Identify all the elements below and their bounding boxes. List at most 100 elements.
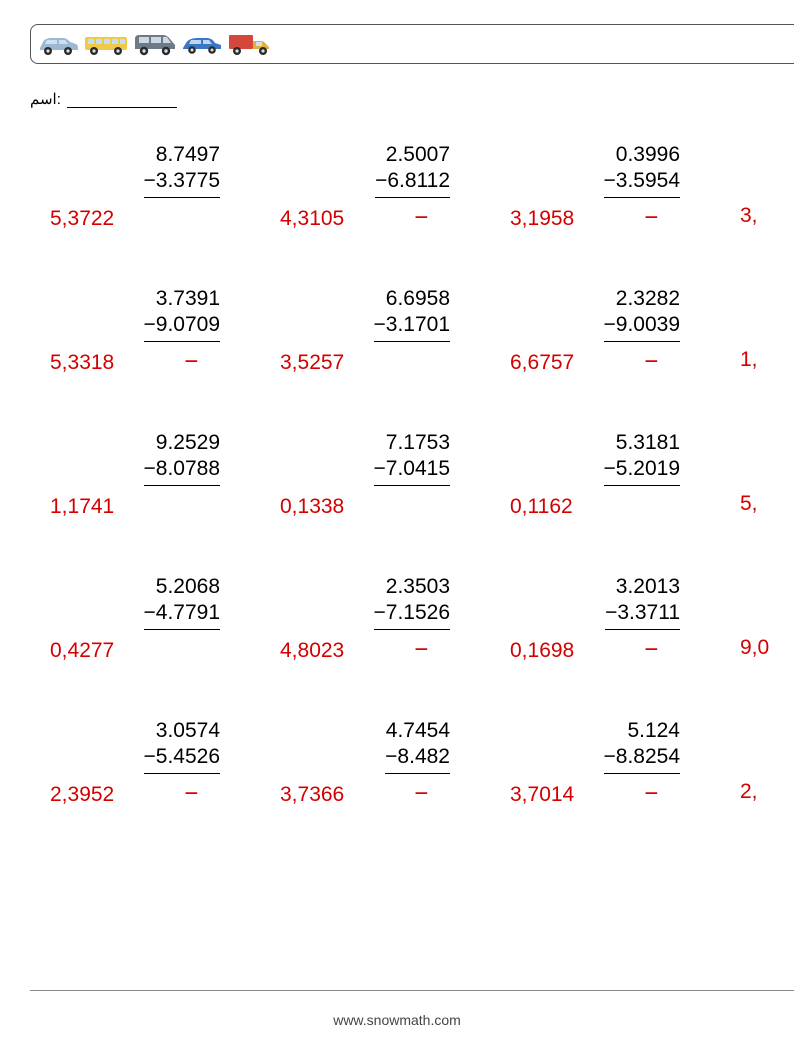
problem-rule (385, 773, 450, 774)
answer: 3, (740, 204, 758, 228)
problem-rule (144, 773, 221, 774)
answer: 0,1338− (280, 492, 428, 520)
subtrahend: −9.0709 (144, 312, 221, 338)
problem-stack: 5.2068−4.7791 (144, 574, 221, 630)
subtrahend: −8.0788 (144, 456, 221, 482)
subtrahend: −5.4526 (144, 744, 221, 770)
problem-rule (374, 485, 451, 486)
minuend: 2.5007 (375, 142, 450, 168)
subtraction-problem: 0.3996−3.5954 3,1958− (510, 142, 740, 252)
footer-divider (30, 990, 794, 991)
answer-magnitude: 3,7014 (510, 783, 574, 807)
answer: 1, (740, 348, 758, 372)
van-icon (133, 31, 177, 57)
problems-grid: 8.7497−3.3775 5,3722 − 2.5007−6.8112 4,3105 −… (50, 142, 794, 828)
subtrahend: −3.5954 (604, 168, 681, 194)
problem-rule (144, 485, 221, 486)
answer-magnitude: 9,0 (740, 636, 769, 660)
answer-negative-sign: − (184, 780, 198, 808)
subtraction-problem: 3.7391−9.0709 5,3318− (50, 286, 280, 396)
answer-magnitude: 2,3952 (50, 783, 114, 807)
worksheet-page: اسم: 8.7497−3.3775 5,3722 − 2.5007−6.8112 4,… (0, 0, 794, 1053)
answer-negative-sign: − (184, 348, 198, 376)
answer-negative-sign: − (644, 780, 658, 808)
minuend: 6.6958 (374, 286, 451, 312)
subtrahend: −3.1701 (374, 312, 451, 338)
problem-stack: 2.5007−6.8112 (375, 142, 450, 198)
answer: 5,3318− (50, 348, 198, 376)
problem-rule (374, 629, 451, 630)
answer-magnitude: 3,5257 (280, 351, 344, 375)
answer-negative-sign: − (644, 348, 658, 376)
subtraction-problem: 5.2068−4.7791 0,4277− (50, 574, 280, 684)
answer: 5, (740, 492, 758, 516)
answer-negative-sign: − (644, 636, 658, 664)
problem-rule (604, 341, 681, 342)
subtraction-problem: 5.124−8.8254 3,7014 − (510, 718, 740, 828)
problem-stack: 9.2529−8.0788 (144, 430, 221, 486)
subtrahend: −5.2019 (604, 456, 681, 482)
answer: 2,3952 − (50, 780, 198, 808)
subtraction-problem: 3.0574−5.4526 2,3952 − (50, 718, 280, 828)
problem-stack: 0.3996−3.5954 (604, 142, 681, 198)
problem-rule (144, 629, 221, 630)
truck-icon (227, 31, 273, 57)
answer: 2, (740, 780, 758, 804)
name-blank-line[interactable] (67, 93, 177, 108)
problem-stack: 6.6958−3.1701 (374, 286, 451, 342)
answer-magnitude: 5,3722 (50, 207, 114, 231)
subtraction-problem: 2.3503−7.15264,8023− (280, 574, 510, 684)
problem-stack: 5.124−8.8254 (604, 718, 681, 774)
answer-magnitude: 3, (740, 204, 758, 228)
answer: 0,1162− (510, 492, 657, 520)
subtrahend: −8.8254 (604, 744, 681, 770)
subtraction-problem: 7.1753−7.0415 0,1338− (280, 430, 510, 540)
answer: 0,4277− (50, 636, 198, 664)
minuend: 9.2529 (144, 430, 221, 456)
answer-magnitude: 3,7366 (280, 783, 344, 807)
problem-stack: 8.7497−3.3775 (144, 142, 221, 198)
subtraction-problem: 2.3282−9.00396,6757− (510, 286, 740, 396)
problem-stack: 7.1753−7.0415 (374, 430, 451, 486)
answer-magnitude: 4,8023 (280, 639, 344, 663)
answer-negative-sign: − (414, 204, 428, 232)
name-label: اسم: (30, 90, 61, 108)
bus-icon (83, 32, 129, 56)
answer-magnitude: 0,1338 (280, 495, 344, 519)
subtraction-problem: 2.5007−6.8112 4,3105 − (280, 142, 510, 252)
subtrahend: −7.0415 (374, 456, 451, 482)
subtrahend: −4.7791 (144, 600, 221, 626)
subtraction-problem-clipped: 2, (740, 718, 794, 828)
answer-magnitude: 4,3105 (280, 207, 344, 231)
subtraction-problem-clipped: 1, (740, 286, 794, 396)
subtraction-problem: 6.6958−3.1701 3,5257− (280, 286, 510, 396)
minuend: 3.2013 (605, 574, 680, 600)
answer-magnitude: 5, (740, 492, 758, 516)
answer-negative-sign: − (414, 636, 428, 664)
minuend: 3.0574 (144, 718, 221, 744)
answer-magnitude: 0,1698 (510, 639, 574, 663)
answer-magnitude: 2, (740, 780, 758, 804)
answer: 3,5257− (280, 348, 428, 376)
answer: 0,1698 − (510, 636, 658, 664)
problem-stack: 5.3181−5.2019 (604, 430, 681, 486)
problem-rule (374, 341, 451, 342)
answer: 9,0 (740, 636, 769, 660)
problem-stack: 3.7391−9.0709 (144, 286, 221, 342)
problem-rule (604, 197, 681, 198)
minuend: 5.3181 (604, 430, 681, 456)
subtraction-problem-clipped: 5, (740, 430, 794, 540)
minuend: 2.3503 (374, 574, 451, 600)
problem-rule (604, 485, 681, 486)
subtrahend: −6.8112 (375, 168, 450, 194)
answer: 3,1958− (510, 204, 658, 232)
minuend: 8.7497 (144, 142, 221, 168)
answer: 3,7366− (280, 780, 428, 808)
subtraction-problem: 4.7454−8.4823,7366− (280, 718, 510, 828)
subtraction-problem: 8.7497−3.37755,3722− (50, 142, 280, 252)
problem-rule (144, 197, 221, 198)
minuend: 4.7454 (385, 718, 450, 744)
answer: 4,3105 − (280, 204, 428, 232)
subtraction-problem-clipped: 3, (740, 142, 794, 252)
problem-rule (144, 341, 221, 342)
